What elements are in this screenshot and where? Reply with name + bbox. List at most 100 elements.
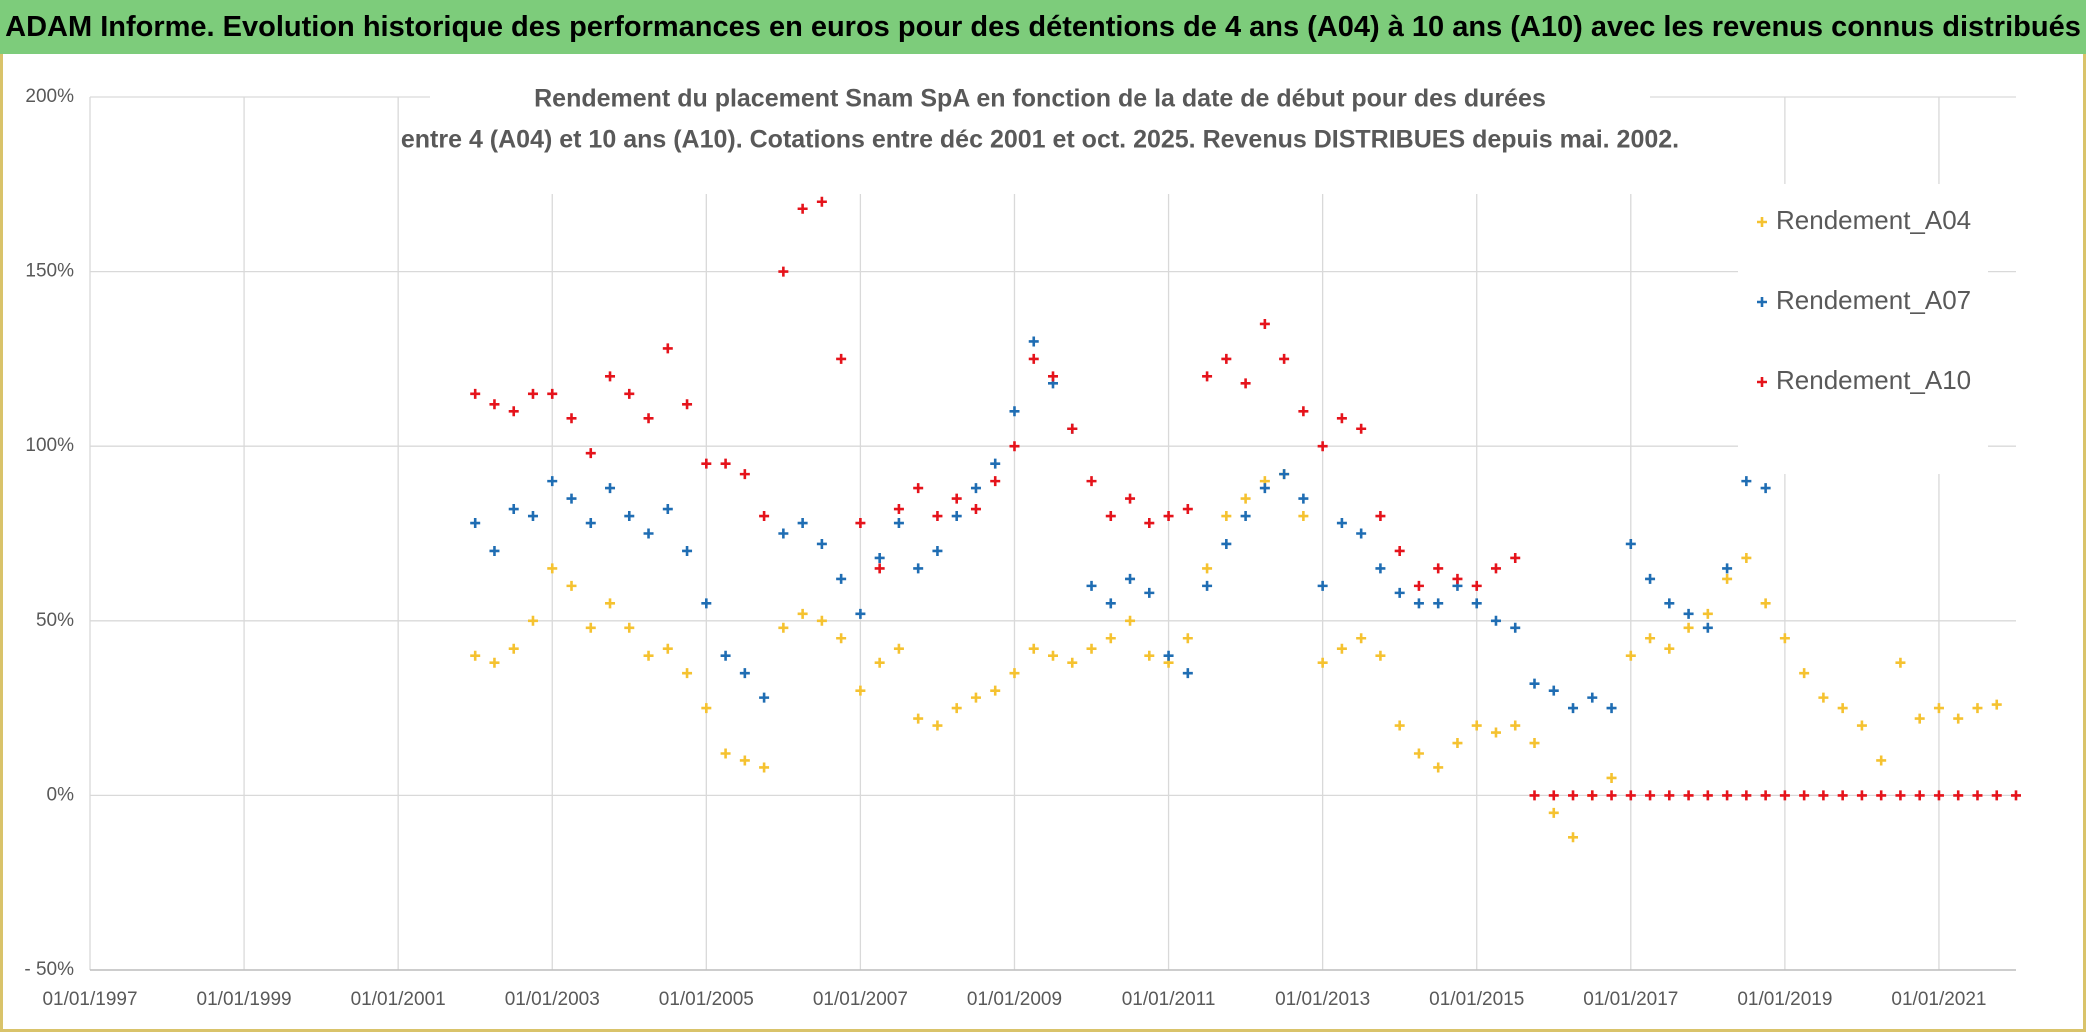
data-point	[1779, 790, 1790, 801]
data-point	[855, 608, 866, 619]
data-point	[1221, 353, 1232, 364]
data-point	[1625, 790, 1636, 801]
data-point	[1510, 720, 1521, 731]
data-point	[1375, 563, 1386, 574]
data-point	[1664, 643, 1675, 654]
data-point	[1799, 790, 1810, 801]
data-point	[1779, 633, 1790, 644]
data-point	[1028, 336, 1039, 347]
data-point	[1933, 790, 1944, 801]
data-point	[1645, 790, 1656, 801]
data-point	[682, 399, 693, 410]
data-point	[624, 511, 635, 522]
data-point	[1048, 650, 1058, 661]
data-point	[1895, 657, 1906, 668]
data-point	[970, 483, 981, 494]
data-point	[1086, 476, 1097, 487]
chart-title: entre 4 (A04) et 10 ans (A10). Cotations…	[401, 126, 1679, 154]
data-point	[527, 615, 538, 626]
data-point	[1606, 703, 1617, 714]
data-point	[913, 483, 924, 494]
x-tick-label: 01/01/2011	[1122, 989, 1216, 1010]
data-point	[662, 343, 673, 354]
data-point	[527, 388, 538, 399]
data-point	[701, 703, 712, 714]
data-point	[566, 580, 577, 591]
data-point	[1317, 657, 1328, 668]
data-point	[605, 371, 616, 382]
data-point	[1895, 790, 1906, 801]
data-point	[2011, 790, 2021, 801]
data-point	[816, 538, 827, 549]
data-point	[1529, 738, 1540, 749]
data-point	[1914, 713, 1925, 724]
data-point	[1568, 703, 1579, 714]
data-point	[547, 563, 558, 574]
data-point	[1548, 790, 1559, 801]
data-point	[508, 406, 519, 417]
data-point	[739, 668, 750, 679]
data-point	[1394, 720, 1405, 731]
data-point	[1490, 563, 1501, 574]
data-point	[739, 755, 750, 766]
data-point	[1259, 483, 1270, 494]
x-tick-label: 01/01/2017	[1583, 989, 1678, 1010]
data-point	[1490, 615, 1501, 626]
data-point	[585, 448, 596, 459]
data-point	[1548, 685, 1559, 696]
data-point	[990, 476, 1001, 487]
data-point	[547, 388, 558, 399]
x-tick-label: 01/01/2005	[659, 989, 754, 1010]
data-point	[1279, 469, 1290, 480]
data-point	[759, 511, 770, 522]
y-tick-label: 150%	[25, 261, 74, 282]
data-point	[970, 504, 981, 515]
data-point	[1818, 790, 1829, 801]
data-point	[1433, 598, 1444, 609]
data-point	[1683, 790, 1694, 801]
data-point	[1606, 790, 1617, 801]
data-point	[662, 504, 673, 515]
data-point	[1972, 703, 1983, 714]
data-point	[1568, 832, 1579, 843]
data-point	[1914, 790, 1925, 801]
data-point	[1125, 573, 1136, 584]
y-tick-label: 0%	[47, 784, 75, 805]
data-point	[1856, 790, 1867, 801]
data-point	[682, 545, 693, 556]
data-point	[816, 615, 827, 626]
legend-background	[1738, 184, 1988, 474]
data-point	[1510, 622, 1521, 633]
data-point	[1144, 650, 1155, 661]
data-point	[643, 650, 654, 661]
data-point	[1529, 678, 1540, 689]
data-point	[1009, 406, 1020, 417]
data-point	[624, 622, 635, 633]
data-point	[1163, 650, 1174, 661]
data-point	[1105, 598, 1116, 609]
data-point	[1336, 643, 1347, 654]
data-point	[1317, 580, 1328, 591]
data-point	[1182, 668, 1193, 679]
data-point	[1336, 413, 1347, 424]
data-point	[1471, 580, 1482, 591]
legend-marker	[1757, 217, 1767, 227]
series-points	[470, 469, 2002, 843]
data-point	[1664, 598, 1675, 609]
data-point	[1452, 573, 1463, 584]
data-point	[489, 399, 500, 410]
data-point	[1202, 563, 1213, 574]
data-point	[1818, 692, 1829, 703]
data-point	[1221, 511, 1232, 522]
data-point	[932, 511, 943, 522]
legend-label: Rendement_A04	[1776, 205, 1971, 235]
data-point	[797, 203, 808, 214]
data-point	[1837, 790, 1848, 801]
data-point	[701, 598, 712, 609]
x-tick-label: 01/01/1997	[42, 989, 137, 1010]
data-point	[547, 476, 558, 487]
data-point	[720, 458, 731, 469]
data-point	[1933, 703, 1944, 714]
x-tick-label: 01/01/2019	[1737, 989, 1832, 1010]
data-point	[1221, 538, 1232, 549]
